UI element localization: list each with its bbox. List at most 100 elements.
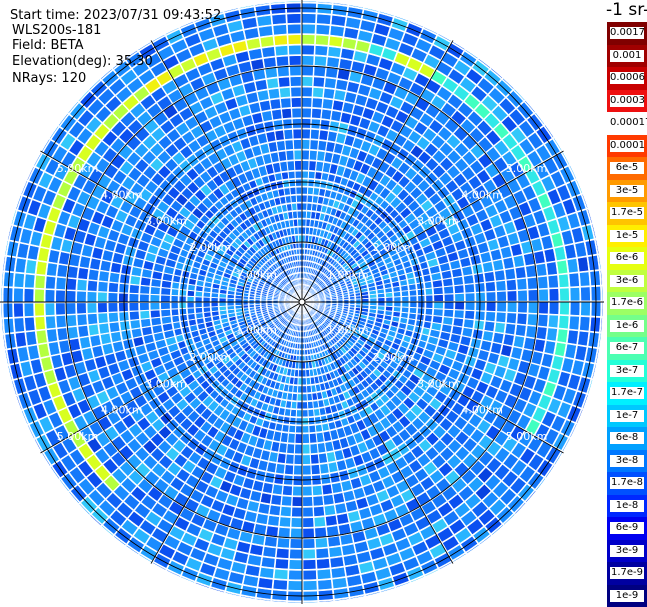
- scan-cell: [389, 196, 402, 209]
- scan-cell: [516, 414, 532, 430]
- scan-cell: [376, 309, 385, 315]
- scan-cell: [340, 48, 355, 60]
- scan-cell: [448, 518, 466, 535]
- scan-cell: [209, 587, 225, 593]
- scan-cell: [370, 359, 380, 369]
- scan-cell: [582, 394, 589, 409]
- scan-cell: [537, 192, 552, 209]
- scan-cell: [574, 241, 587, 258]
- scan-cell: [396, 327, 406, 335]
- scan-cell: [417, 339, 427, 349]
- scan-cell: [338, 58, 353, 71]
- scan-cell: [453, 85, 470, 102]
- scan-cell: [235, 50, 250, 64]
- scan-cell: [470, 222, 483, 236]
- scan-cell: [131, 266, 143, 277]
- scan-cell: [489, 375, 503, 389]
- scan-cell: [40, 356, 54, 372]
- scan-cell: [477, 467, 494, 484]
- scan-cell: [302, 465, 312, 476]
- scan-cell: [498, 97, 516, 115]
- scan-cell: [441, 51, 459, 68]
- scan-cell: [342, 101, 355, 114]
- scan-cell: [343, 490, 356, 502]
- scan-cell: [394, 201, 407, 214]
- scan-cell: [19, 228, 33, 245]
- scan-cell: [45, 275, 56, 290]
- scan-cell: [372, 134, 385, 147]
- scan-cell: [229, 483, 243, 497]
- scan-cell: [463, 318, 475, 329]
- scan-cell: [453, 59, 471, 76]
- scan-cell: [425, 206, 439, 219]
- scan-cell: [405, 245, 415, 255]
- scan-cell: [385, 261, 395, 270]
- scan-cell: [464, 310, 475, 320]
- scan-cell: [298, 369, 303, 378]
- scan-cell: [295, 243, 300, 249]
- scan-cell: [349, 296, 355, 300]
- scan-cell: [358, 117, 372, 130]
- scan-cell: [329, 233, 337, 242]
- scan-cell: [245, 467, 258, 480]
- scan-cell: [368, 286, 377, 292]
- scan-cell: [271, 109, 283, 121]
- scan-cell: [402, 450, 417, 465]
- scan-cell: [556, 184, 572, 202]
- range-label: 5.00km: [57, 430, 99, 443]
- scan-cell: [308, 160, 317, 171]
- scan-cell: [382, 278, 391, 285]
- scan-cell: [296, 255, 300, 261]
- scan-cell: [491, 524, 504, 536]
- scan-cell: [384, 287, 393, 294]
- scan-cell: [503, 368, 517, 383]
- scan-cell: [327, 131, 338, 143]
- scan-cell: [269, 380, 277, 389]
- scan-cell: [301, 343, 305, 350]
- scan-cell: [457, 248, 470, 260]
- scan-cell: [477, 136, 494, 153]
- scan-cell: [451, 268, 463, 278]
- scan-cell: [294, 444, 303, 455]
- scan-cell: [321, 221, 328, 230]
- scan-cell: [339, 533, 354, 546]
- scan-cell: [434, 390, 448, 404]
- scan-cell: [187, 313, 196, 321]
- scan-cell: [424, 281, 433, 289]
- scan-cell: [326, 525, 340, 537]
- scan-cell: [306, 195, 313, 203]
- scan-cell: [439, 262, 451, 273]
- scan-cell: [272, 406, 280, 415]
- scan-cell: [414, 467, 429, 483]
- scan-cell: [418, 424, 432, 439]
- scan-cell: [257, 577, 274, 589]
- scan-cell: [50, 354, 64, 369]
- scan-cell: [376, 351, 386, 361]
- colorbar: 0.00170.0010.00060.00030.000170.00016e-5…: [607, 22, 647, 607]
- colorbar-unit-title: -1 sr-1: [606, 0, 647, 20]
- scan-cell: [476, 419, 492, 435]
- scan-cell: [309, 368, 314, 377]
- scan-cell: [27, 245, 40, 261]
- scan-cell: [260, 402, 269, 412]
- scan-cell: [302, 548, 316, 560]
- scan-cell: [322, 162, 332, 174]
- scan-cell: [232, 507, 247, 520]
- scan-cell: [401, 290, 409, 297]
- scan-cell: [270, 1, 286, 4]
- scan-cell: [347, 510, 361, 523]
- scan-cell: [390, 253, 400, 262]
- scan-cell: [282, 485, 293, 496]
- scan-cell: [381, 323, 391, 331]
- scan-cell: [424, 568, 439, 577]
- scan-cell: [579, 271, 591, 287]
- scan-cell: [331, 268, 337, 275]
- start-time-label: Start time: 2023/07/31 09:43:52: [10, 8, 222, 23]
- scan-cell: [363, 326, 373, 333]
- scan-cell: [365, 322, 374, 329]
- scan-cell: [215, 489, 229, 503]
- scan-cell: [34, 274, 46, 289]
- scan-cell: [398, 76, 414, 91]
- scan-cell: [261, 556, 276, 569]
- scan-cell: [415, 276, 424, 284]
